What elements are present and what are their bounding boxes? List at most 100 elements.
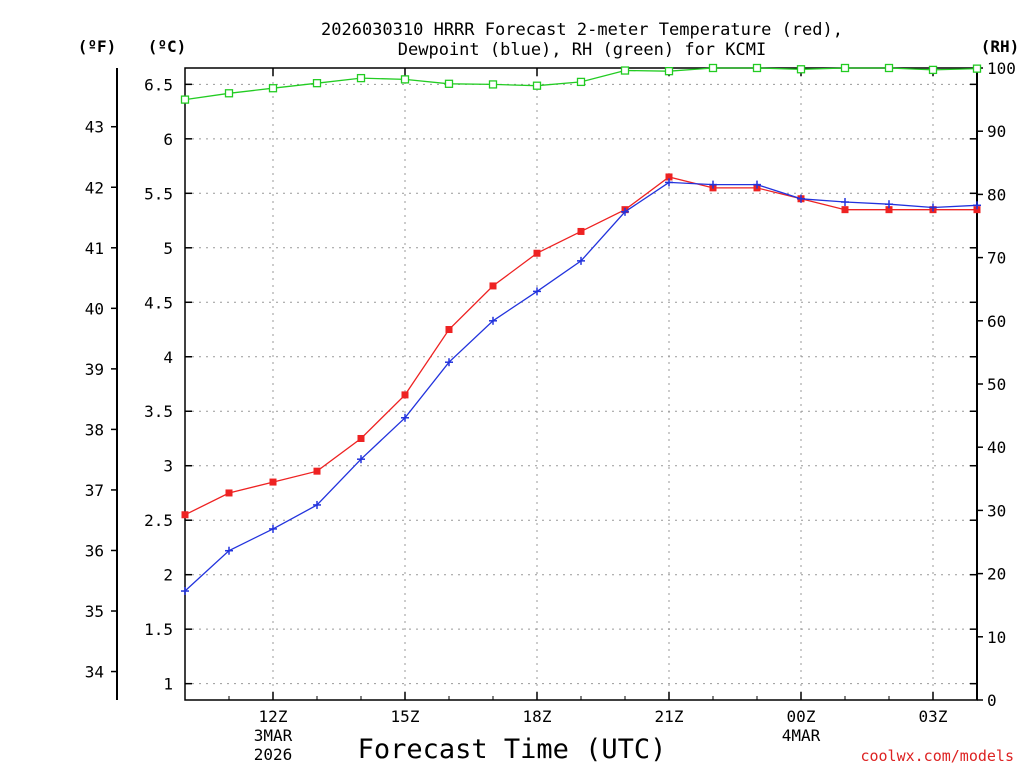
fahrenheit-tick-label: 40 xyxy=(85,299,104,318)
rh-data-point xyxy=(972,64,982,73)
rh-axis: 0 10 20 30 40 50 60 70 80 90 100 xyxy=(977,59,1016,710)
rh-data-point xyxy=(884,63,894,73)
celsius-tick-label: 1 xyxy=(163,675,173,694)
celsius-tick-label: 1.5 xyxy=(144,620,173,639)
celsius-tick-label: 4 xyxy=(163,348,173,367)
fahrenheit-tick-label: 34 xyxy=(85,663,104,682)
temperature-data-point xyxy=(841,206,849,214)
rh-data-point xyxy=(488,80,498,89)
rh-data-point xyxy=(708,63,718,73)
time-tick-label: 12Z xyxy=(259,707,288,726)
dewpoint-data-point xyxy=(841,198,849,207)
temperature-data-point xyxy=(577,227,585,235)
rh-data-point xyxy=(620,66,630,75)
dewpoint-data-point xyxy=(753,180,761,189)
celsius-tick-label: 2 xyxy=(163,566,173,585)
rh-tick-label: 40 xyxy=(987,438,1006,457)
rh-tick-label: 20 xyxy=(987,565,1006,584)
rh-tick-label: 60 xyxy=(987,312,1006,331)
rh-tick-label: 90 xyxy=(987,122,1006,141)
dewpoint-data-point xyxy=(225,546,233,555)
dewpoint-data-point xyxy=(797,194,805,203)
dewpoint-series-line xyxy=(184,181,978,592)
dewpoint-data-point xyxy=(709,180,717,189)
temperature-data-point xyxy=(269,478,277,486)
dewpoint-data-point xyxy=(577,256,585,265)
rh-data-point xyxy=(268,84,278,93)
time-tick-date: 3MAR xyxy=(254,726,293,745)
temperature-data-point xyxy=(489,282,497,290)
rh-data-point xyxy=(180,95,190,104)
rh-data-point xyxy=(840,63,850,73)
fahrenheit-tick-label: 41 xyxy=(85,239,104,258)
rh-data-point xyxy=(752,63,762,73)
rh-data-point xyxy=(796,65,806,74)
fahrenheit-tick-label: 39 xyxy=(85,360,104,379)
dewpoint-data-point xyxy=(401,413,409,422)
dewpoint-data-point xyxy=(533,287,541,296)
dewpoint-data-point xyxy=(313,500,321,509)
rh-data-point xyxy=(928,65,938,75)
celsius-tick-label: 4.5 xyxy=(144,293,173,312)
time-tick-year: 2026 xyxy=(254,745,293,764)
rh-data-point xyxy=(312,79,322,88)
fahrenheit-tick-label: 43 xyxy=(85,118,104,137)
rh-unit-label: (RH) xyxy=(981,37,1020,56)
celsius-tick-label: 3 xyxy=(163,457,173,476)
rh-data-point xyxy=(400,75,410,84)
celsius-tick-label: 2.5 xyxy=(144,511,173,530)
dewpoint-data-point xyxy=(665,178,673,187)
temperature-data-point xyxy=(973,206,981,214)
dewpoint-data-point xyxy=(357,455,365,464)
dewpoint-data-point xyxy=(489,316,497,325)
fahrenheit-tick-label: 38 xyxy=(85,420,104,439)
temperature-data-point xyxy=(313,467,321,475)
celsius-axis: 1 1.5 2 2.5 3 3.5 4 4.5 5 5.5 6 6.5 xyxy=(144,75,977,694)
time-tick-label: 18Z xyxy=(523,707,552,726)
dewpoint-data-point xyxy=(621,207,629,216)
plot-frame xyxy=(184,67,978,701)
fahrenheit-unit-label: (ºF) xyxy=(78,37,117,56)
temperature-data-point xyxy=(225,489,233,497)
dewpoint-data-point xyxy=(445,358,453,367)
celsius-tick-label: 5.5 xyxy=(144,184,173,203)
temperature-series-line xyxy=(184,176,977,516)
time-tick-date: 4MAR xyxy=(782,726,821,745)
temperature-data-point xyxy=(533,249,541,257)
fahrenheit-axis: 34 35 36 37 38 39 40 41 42 43 xyxy=(85,118,117,682)
celsius-tick-label: 6.5 xyxy=(144,75,173,94)
rh-data-point xyxy=(576,77,586,87)
gridlines xyxy=(185,68,977,700)
temperature-data-point xyxy=(665,173,673,181)
dewpoint-data-point xyxy=(929,203,937,212)
time-tick-label: 00Z xyxy=(787,707,816,726)
fahrenheit-tick-label: 35 xyxy=(85,602,104,621)
rh-data-point xyxy=(444,79,454,88)
fahrenheit-tick-label: 36 xyxy=(85,541,104,560)
celsius-unit-label: (ºC) xyxy=(148,37,187,56)
rh-data-point xyxy=(224,89,234,98)
dewpoint-data-point xyxy=(181,587,189,596)
dewpoint-data-point xyxy=(269,524,277,533)
credit-link[interactable]: coolwx.com/models xyxy=(860,747,1014,765)
celsius-tick-label: 3.5 xyxy=(144,402,173,421)
dewpoint-data-point xyxy=(973,201,981,210)
rh-tick-label: 50 xyxy=(987,375,1006,394)
fahrenheit-tick-label: 42 xyxy=(85,178,104,197)
time-tick-label: 21Z xyxy=(655,707,684,726)
temperature-data-point xyxy=(885,206,893,214)
rh-data-point xyxy=(356,73,366,83)
time-tick-label: 15Z xyxy=(391,707,420,726)
celsius-tick-label: 5 xyxy=(163,239,173,258)
temperature-data-point xyxy=(445,326,453,334)
chart-title-line-2: Dewpoint (blue), RH (green) for KCMI xyxy=(398,40,766,60)
rh-data-point xyxy=(664,67,674,76)
x-axis-title: Forecast Time (UTC) xyxy=(358,734,667,765)
chart-title-line-1: 2026030310 HRRR Forecast 2-meter Tempera… xyxy=(321,20,843,40)
fahrenheit-tick-label: 37 xyxy=(85,481,104,500)
time-tick-label: 03Z xyxy=(919,707,948,726)
rh-tick-label: 30 xyxy=(987,501,1006,520)
rh-tick-label: 100 xyxy=(987,59,1016,78)
